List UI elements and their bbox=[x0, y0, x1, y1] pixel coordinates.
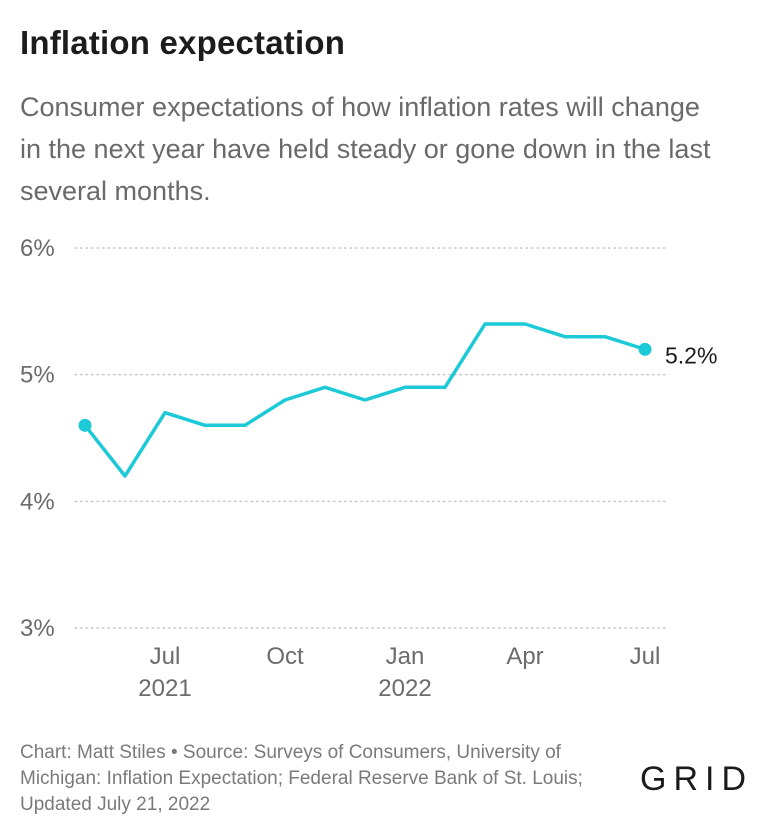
x-tick-label: Jan bbox=[386, 643, 425, 670]
x-tick-label: Oct bbox=[266, 643, 304, 670]
chart-title: Inflation expectation bbox=[20, 24, 346, 61]
grid-logo: GRID bbox=[640, 760, 753, 798]
y-tick-label: 5% bbox=[20, 362, 55, 389]
line-chart: 6% 5% 4% 3% Jul 2021 Oct Jan 2022 Apr Jul 5.2% bbox=[20, 235, 717, 702]
y-tick-label: 4% bbox=[20, 488, 55, 515]
x-tick-label: Apr bbox=[506, 643, 543, 670]
series-line bbox=[83, 322, 647, 478]
x-tick-label: Jul bbox=[630, 643, 661, 670]
y-tick-label: 6% bbox=[20, 235, 55, 262]
x-tick-year-label: 2021 bbox=[138, 675, 191, 702]
chart-subtitle: Consumer expectations of how inflation r… bbox=[20, 92, 711, 206]
chart-credit: Chart: Matt Stiles • Source: Surveys of … bbox=[20, 742, 583, 815]
y-tick-label: 3% bbox=[20, 615, 55, 642]
x-tick-year-label: 2022 bbox=[378, 675, 431, 702]
x-tick-label: Jul bbox=[150, 643, 181, 670]
start-point bbox=[78, 418, 92, 432]
end-value-label: 5.2% bbox=[665, 342, 717, 368]
end-point bbox=[638, 342, 652, 356]
